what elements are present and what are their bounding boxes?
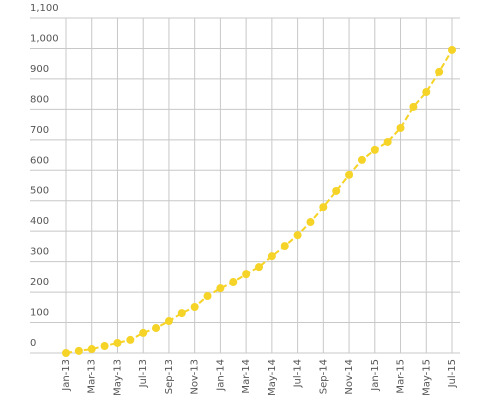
marker xyxy=(164,317,173,326)
x-tick-label: Sep-14 xyxy=(318,359,329,394)
marker xyxy=(139,328,148,337)
marker xyxy=(242,270,251,279)
y-tick-label: 900 xyxy=(30,64,49,75)
x-tick-label: Jan-14 xyxy=(215,359,226,392)
marker xyxy=(319,203,328,212)
marker xyxy=(74,346,83,355)
x-tick-label: Jul-14 xyxy=(293,359,304,388)
y-tick-label: 100 xyxy=(30,308,49,319)
marker xyxy=(396,123,405,132)
marker xyxy=(203,292,212,301)
x-tick-label: Jul-13 xyxy=(138,359,149,388)
x-tick-label: Nov-13 xyxy=(190,359,201,395)
y-tick-label: 700 xyxy=(30,125,49,136)
x-tick-label: May-14 xyxy=(267,359,278,396)
x-tick-label: Sep-13 xyxy=(164,359,175,394)
marker xyxy=(345,170,354,179)
marker xyxy=(448,45,456,54)
marker xyxy=(126,335,135,344)
x-tick-label: Jul-15 xyxy=(447,359,458,388)
marker xyxy=(177,309,186,318)
marker xyxy=(306,218,315,227)
marker xyxy=(267,252,276,261)
marker xyxy=(422,88,431,97)
x-tick-label: Jan-13 xyxy=(61,359,72,392)
y-tick-label: 0 xyxy=(30,338,36,349)
y-tick-label: 1,100 xyxy=(30,3,59,14)
y-tick-label: 800 xyxy=(30,94,49,105)
line xyxy=(65,49,453,354)
marker xyxy=(62,349,70,357)
marker xyxy=(370,145,379,154)
y-tick-label: 600 xyxy=(30,155,49,166)
marker xyxy=(87,345,96,354)
marker xyxy=(280,242,289,251)
marker xyxy=(216,284,225,293)
marker xyxy=(332,186,341,195)
x-tick-label: May-13 xyxy=(112,359,123,396)
y-tick-label: 500 xyxy=(30,186,49,197)
marker xyxy=(229,278,238,287)
x-tick-label: May-15 xyxy=(421,359,432,396)
x-tick-label: Mar-15 xyxy=(396,359,407,394)
marker xyxy=(409,102,418,111)
y-tick-label: 200 xyxy=(30,277,49,288)
x-tick-label: Nov-14 xyxy=(344,359,355,395)
y-tick-label: 300 xyxy=(30,247,49,258)
x-tick-label: Mar-14 xyxy=(241,359,252,394)
marker xyxy=(383,137,392,146)
marker xyxy=(190,303,199,312)
marker xyxy=(293,231,302,240)
marker xyxy=(113,338,122,347)
x-tick-label: Mar-13 xyxy=(87,359,98,394)
marker xyxy=(152,324,161,333)
marker xyxy=(357,155,366,164)
x-tick-label: Jan-15 xyxy=(370,359,381,392)
y-tick-label: 1,000 xyxy=(30,33,59,44)
marker xyxy=(435,67,444,76)
y-tick-label: 400 xyxy=(30,216,49,227)
marker xyxy=(100,341,109,350)
marker xyxy=(255,263,263,272)
